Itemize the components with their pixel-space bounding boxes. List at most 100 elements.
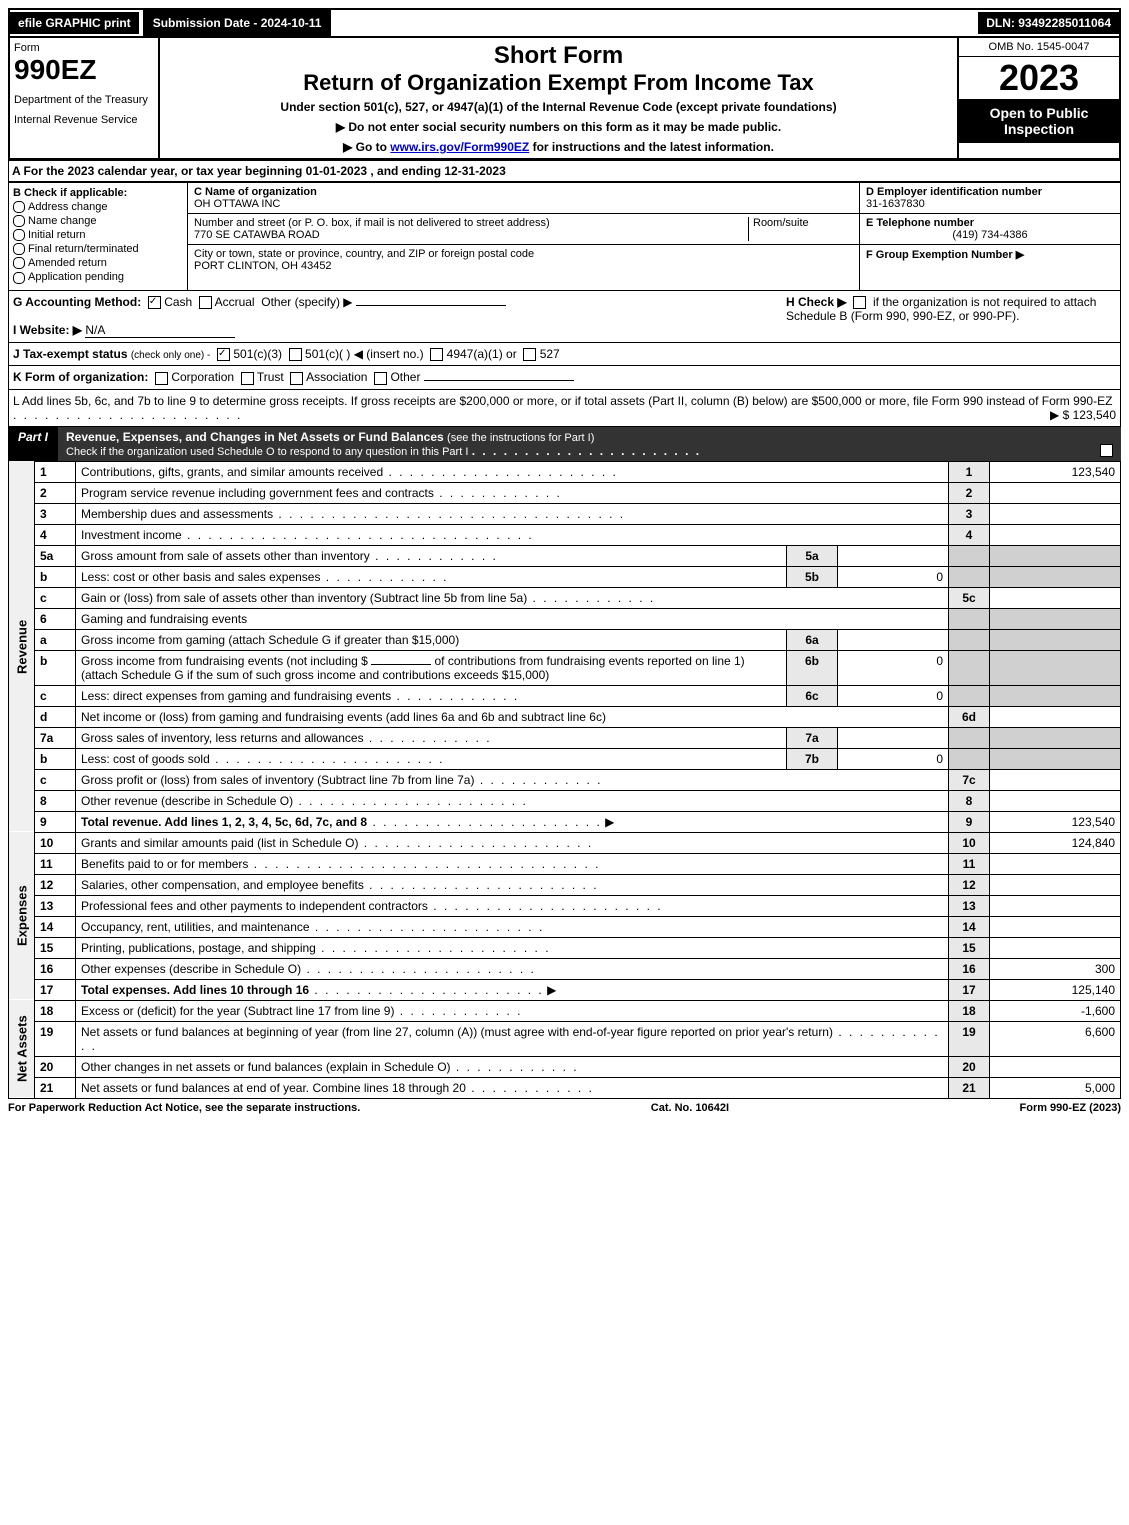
other-org-field[interactable] [424,380,574,381]
cb-cash[interactable] [148,296,161,309]
footer-left: For Paperwork Reduction Act Notice, see … [8,1102,360,1114]
omb-number: OMB No. 1545-0047 [959,38,1119,57]
efile-print-button[interactable]: efile GRAPHIC print [10,12,139,34]
cb-initial-return[interactable]: Initial return [13,229,183,241]
cb-527[interactable] [523,348,536,361]
line-19: 19 Net assets or fund balances at beginn… [9,1021,1121,1056]
goto-suffix: for instructions and the latest informat… [533,140,774,154]
line-9-amount: 123,540 [990,811,1121,832]
accounting-other: Other (specify) ▶ [261,295,352,309]
cb-trust[interactable] [241,372,254,385]
dln-number: DLN: 93492285011064 [978,12,1119,34]
org-name: OH OTTAWA INC [194,198,280,210]
line-18: Net Assets 18 Excess or (deficit) for th… [9,1000,1121,1021]
group-exemption-label: F Group Exemption Number ▶ [866,249,1024,261]
part1-table: Revenue 1 Contributions, gifts, grants, … [8,461,1121,1099]
part1-label: Part I [8,427,58,461]
section-c: C Name of organization OH OTTAWA INC Num… [188,183,860,290]
ein-value: 31-1637830 [866,198,925,210]
accounting-label: G Accounting Method: [13,295,141,309]
street-row: Number and street (or P. O. box, if mail… [188,214,859,245]
no-ssn-note: ▶ Do not enter social security numbers o… [164,120,953,134]
cb-name-change[interactable]: Name change [13,215,183,227]
expenses-label: Expenses [9,832,35,1000]
line-20: 20 Other changes in net assets or fund b… [9,1056,1121,1077]
org-name-label: C Name of organization [194,186,317,198]
section-b-label: B Check if applicable: [13,187,183,199]
cb-501c3[interactable] [217,348,230,361]
cb-other-org[interactable] [374,372,387,385]
cb-corporation[interactable] [155,372,168,385]
dept-irs: Internal Revenue Service [14,114,154,126]
line-17: 17 Total expenses. Add lines 10 through … [9,979,1121,1000]
revenue-label: Revenue [9,461,35,832]
line-4: 4 Investment income 4 [9,524,1121,545]
section-d: D Employer identification number 31-1637… [860,183,1120,214]
footer-right: Form 990-EZ (2023) [1020,1102,1121,1114]
cb-association[interactable] [290,372,303,385]
top-bar-left: efile GRAPHIC print Submission Date - 20… [10,10,331,36]
h-label: H Check ▶ [786,295,847,309]
line-16-amount: 300 [990,958,1121,979]
info-grid: B Check if applicable: Address change Na… [8,182,1121,291]
form-word: Form [14,42,154,54]
header-left: Form 990EZ Department of the Treasury In… [10,38,160,158]
cb-address-change[interactable]: Address change [13,201,183,213]
ein-label: D Employer identification number [866,186,1042,198]
top-bar: efile GRAPHIC print Submission Date - 20… [8,8,1121,38]
goto-link[interactable]: ▶ Go to www.irs.gov/Form990EZ for instru… [164,140,953,154]
line-13: 13 Professional fees and other payments … [9,895,1121,916]
section-l: L Add lines 5b, 6c, and 7b to line 9 to … [8,390,1121,427]
website-label: I Website: ▶ [13,323,82,337]
line-3: 3 Membership dues and assessments 3 [9,503,1121,524]
j-sub: (check only one) - [131,350,210,361]
line-12: 12 Salaries, other compensation, and emp… [9,874,1121,895]
form-header: Form 990EZ Department of the Treasury In… [8,38,1121,160]
cb-application-pending[interactable]: Application pending [13,271,183,283]
line-21: 21 Net assets or fund balances at end of… [9,1077,1121,1098]
cb-final-return[interactable]: Final return/terminated [13,243,183,255]
row-gh: G Accounting Method: Cash Accrual Other … [8,291,1121,343]
line-17-amount: 125,140 [990,979,1121,1000]
phone-value: (419) 734-4386 [866,229,1114,241]
line-18-amount: -1,600 [990,1000,1121,1021]
footer-center: Cat. No. 10642I [651,1102,729,1114]
return-title: Return of Organization Exempt From Incom… [164,70,953,96]
line-8: 8 Other revenue (describe in Schedule O)… [9,790,1121,811]
street-label: Number and street (or P. O. box, if mail… [194,217,550,229]
open-public-badge: Open to Public Inspection [959,99,1119,143]
section-def: D Employer identification number 31-1637… [860,183,1120,290]
cb-accrual[interactable] [199,296,212,309]
section-g: G Accounting Method: Cash Accrual Other … [13,295,786,338]
city-label: City or town, state or province, country… [194,248,534,260]
accounting-other-field[interactable] [356,305,506,306]
submission-date: Submission Date - 2024-10-11 [143,10,332,36]
line-7b: b Less: cost of goods sold 7b 0 [9,748,1121,769]
line-6d: d Net income or (loss) from gaming and f… [9,706,1121,727]
tax-year: 2023 [959,57,1119,99]
cb-4947[interactable] [430,348,443,361]
cb-501c[interactable] [289,348,302,361]
short-form-label: Short Form [164,42,953,70]
dept-treasury: Department of the Treasury [14,94,154,106]
goto-text: ▶ Go to [343,140,390,154]
j-label: J Tax-exempt status [13,347,128,361]
line-11: 11 Benefits paid to or for members 11 [9,853,1121,874]
cb-amended-return[interactable]: Amended return [13,257,183,269]
website-value: N/A [85,323,235,338]
line-6: 6 Gaming and fundraising events [9,608,1121,629]
cb-schedule-o-part1[interactable] [1100,444,1113,457]
l-dots [13,408,242,422]
l-amount: ▶ $ 123,540 [1050,408,1116,422]
cb-schedule-b[interactable] [853,296,866,309]
line-15: 15 Printing, publications, postage, and … [9,937,1121,958]
line-6c: c Less: direct expenses from gaming and … [9,685,1121,706]
part1-title: Revenue, Expenses, and Changes in Net As… [58,427,1121,461]
line-1: Revenue 1 Contributions, gifts, grants, … [9,461,1121,482]
city-value: PORT CLINTON, OH 43452 [194,260,332,272]
irs-link[interactable]: www.irs.gov/Form990EZ [390,140,529,154]
part1-dots [472,444,701,458]
line-6b: b Gross income from fundraising events (… [9,650,1121,685]
form-number: 990EZ [14,54,154,86]
phone-label: E Telephone number [866,217,974,229]
